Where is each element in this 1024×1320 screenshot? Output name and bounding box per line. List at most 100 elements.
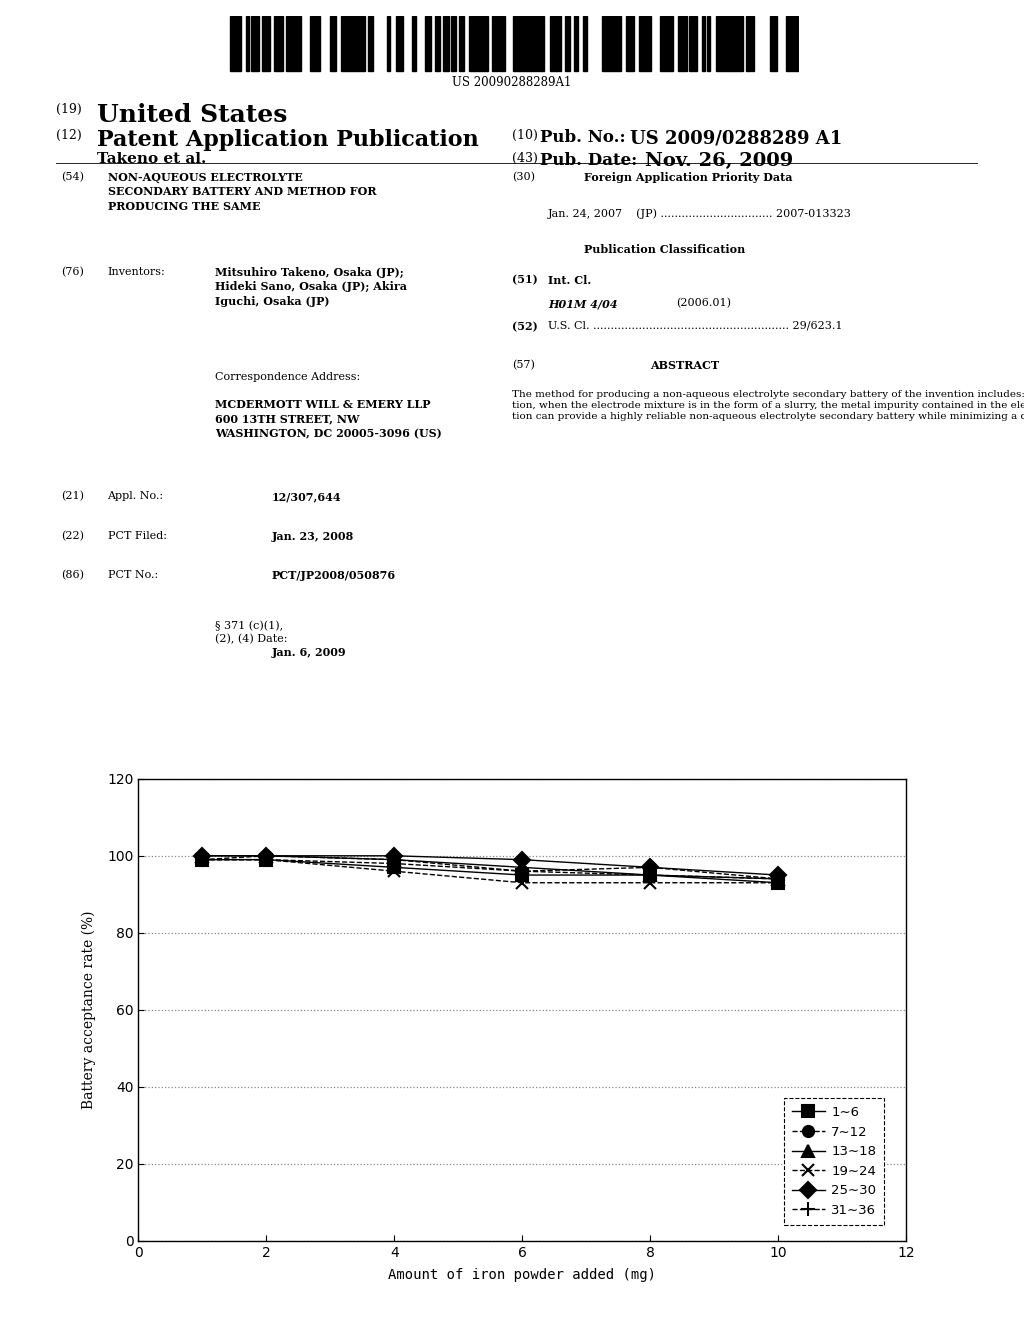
Line: 25∼30: 25∼30 (197, 850, 783, 880)
Bar (262, 16, 264, 71)
Bar (664, 16, 669, 71)
Bar (358, 16, 360, 71)
Line: 19∼24: 19∼24 (197, 854, 783, 888)
Bar (669, 16, 673, 71)
31∼36 (388, 855, 400, 871)
Bar (630, 16, 634, 71)
Text: Pub. Date:: Pub. Date: (540, 152, 637, 169)
Bar (460, 16, 464, 71)
1∼6 (516, 867, 528, 883)
Bar (553, 16, 556, 71)
Bar (529, 16, 531, 71)
Bar (426, 16, 430, 71)
Bar (731, 16, 733, 71)
13∼18 (516, 859, 528, 875)
Bar (574, 16, 579, 71)
Text: H01M 4/04: H01M 4/04 (548, 298, 617, 309)
Y-axis label: Battery acceptance rate (%): Battery acceptance rate (%) (82, 911, 96, 1109)
7∼12 (388, 851, 400, 867)
Bar (351, 16, 354, 71)
19∼24 (197, 851, 209, 867)
Bar (725, 16, 730, 71)
Bar (646, 16, 651, 71)
Text: Inventors:: Inventors: (108, 267, 165, 277)
Bar (565, 16, 570, 71)
Text: ABSTRACT: ABSTRACT (650, 360, 720, 371)
31∼36 (516, 863, 528, 879)
Bar (513, 16, 514, 71)
Bar (239, 16, 242, 71)
Bar (682, 16, 687, 71)
Text: United States: United States (97, 103, 288, 127)
13∼18 (260, 847, 272, 863)
Legend: 1∼6, 7∼12, 13∼18, 19∼24, 25∼30, 31∼36: 1∼6, 7∼12, 13∼18, 19∼24, 25∼30, 31∼36 (783, 1098, 885, 1225)
Bar (795, 16, 800, 71)
Text: Correspondence Address:: Correspondence Address: (215, 372, 360, 383)
1∼6 (260, 851, 272, 867)
Text: MCDERMOTT WILL & EMERY LLP
600 13TH STREET, NW
WASHINGTON, DC 20005-3096 (US): MCDERMOTT WILL & EMERY LLP 600 13TH STRE… (215, 399, 441, 438)
1∼6 (772, 875, 784, 891)
13∼18 (197, 847, 209, 863)
7∼12 (260, 847, 272, 863)
Bar (493, 16, 498, 71)
Bar (297, 16, 301, 71)
Text: US 20090288289A1: US 20090288289A1 (453, 75, 571, 88)
Bar (478, 16, 479, 71)
19∼24 (772, 875, 784, 891)
Bar (230, 16, 236, 71)
31∼36 (260, 851, 272, 867)
Text: (76): (76) (61, 267, 84, 277)
1∼6 (197, 851, 209, 867)
31∼36 (197, 851, 209, 867)
Line: 13∼18: 13∼18 (197, 850, 783, 884)
Bar (236, 16, 239, 71)
Bar (531, 16, 535, 71)
Text: (54): (54) (61, 172, 84, 182)
Bar (331, 16, 332, 71)
Bar (443, 16, 449, 71)
Bar (785, 16, 787, 71)
Bar (689, 16, 691, 71)
13∼18 (388, 851, 400, 867)
Bar (612, 16, 618, 71)
Bar (253, 16, 259, 71)
Bar (309, 16, 312, 71)
Text: PCT Filed:: PCT Filed: (108, 531, 167, 541)
Bar (609, 16, 612, 71)
25∼30 (197, 847, 209, 863)
Text: Publication Classification: Publication Classification (584, 244, 744, 255)
Bar (583, 16, 587, 71)
Bar (387, 16, 390, 71)
Text: Foreign Application Priority Data: Foreign Application Priority Data (584, 172, 793, 182)
Text: US 2009/0288289 A1: US 2009/0288289 A1 (630, 129, 842, 148)
Bar (639, 16, 642, 71)
Line: 1∼6: 1∼6 (197, 854, 783, 888)
Bar (316, 16, 319, 71)
Bar (273, 16, 278, 71)
7∼12 (197, 851, 209, 867)
Bar (290, 16, 294, 71)
Text: (22): (22) (61, 531, 84, 541)
Bar (472, 16, 473, 71)
Bar (312, 16, 316, 71)
Text: Nov. 26, 2009: Nov. 26, 2009 (645, 152, 794, 170)
Text: (21): (21) (61, 491, 84, 502)
Text: PCT/JP2008/050876: PCT/JP2008/050876 (271, 570, 395, 581)
1∼6 (388, 859, 400, 875)
Text: (19): (19) (56, 103, 82, 116)
Bar (790, 16, 795, 71)
Bar (251, 16, 253, 71)
Bar (787, 16, 790, 71)
Bar (413, 16, 416, 71)
19∼24 (388, 863, 400, 879)
Text: (2006.01): (2006.01) (676, 298, 731, 309)
Bar (286, 16, 290, 71)
25∼30 (772, 867, 784, 883)
Bar (346, 16, 351, 71)
1∼6 (644, 867, 656, 883)
Bar (602, 16, 606, 71)
Bar (341, 16, 346, 71)
Text: (43): (43) (512, 152, 538, 165)
Text: (57): (57) (512, 360, 535, 371)
7∼12 (644, 859, 656, 875)
